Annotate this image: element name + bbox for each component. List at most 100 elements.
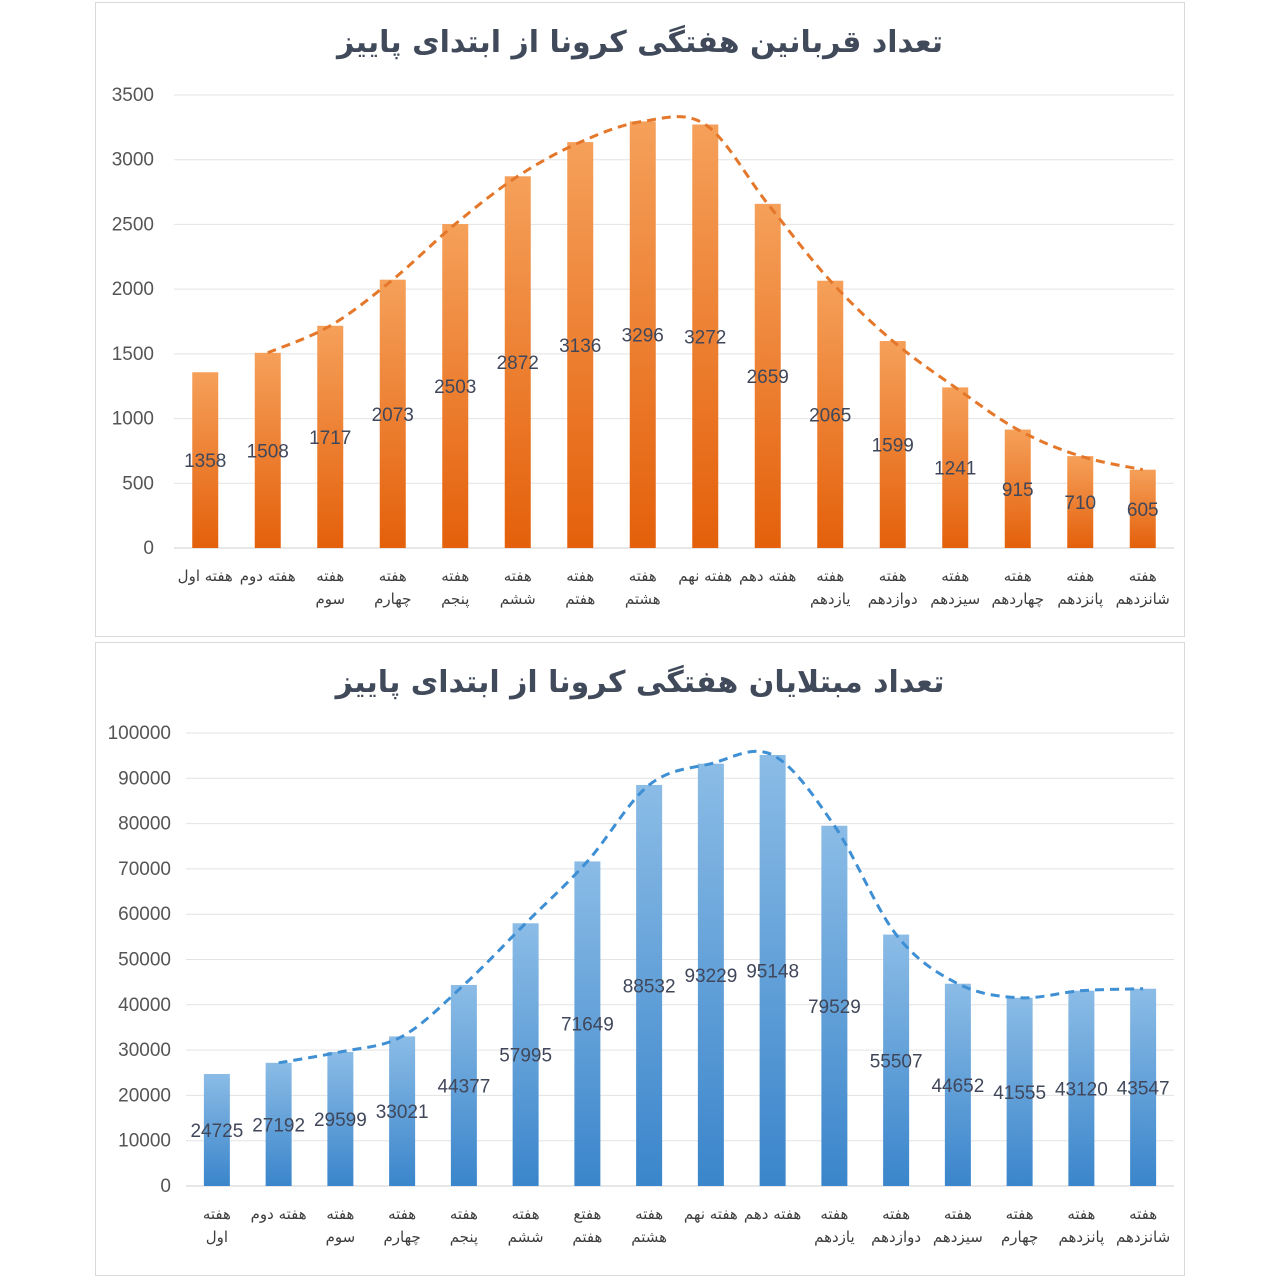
bar [192,372,219,548]
bar [265,1062,292,1186]
x-category-label: هفته سوم [315,567,345,608]
bar [1068,990,1095,1186]
bar [1067,456,1094,548]
data-label: 24725 [190,1121,243,1142]
x-category-label: هفته هفتم [565,567,595,608]
bar [879,341,906,548]
deaths-chart-panel: تعداد قربانین هفتگی کرونا از ابتدای پایی… [95,2,1185,637]
x-category-label: هفته ششم [508,1205,544,1246]
x-category-label: هفته یازدهم [814,1205,855,1246]
y-tick-label: 70000 [118,859,171,880]
bar [574,861,601,1186]
x-category-label: هفته نهم [678,567,732,585]
cases-bar-chart: 0 10000 20000 30000 40000 50000 60000 70000 8000… [108,723,1174,1247]
bar [1004,429,1031,548]
y-tick-label: 100000 [108,723,171,744]
data-label: 88532 [623,976,676,997]
y-tick-label: 500 [122,473,154,494]
x-category-label: هفته پنجم [441,567,469,609]
chart-title: تعداد مبتلایان هفتگی کرونا از ابتدای پای… [335,665,945,700]
data-label: 93229 [684,966,737,987]
bar [327,1051,354,1186]
x-category-label: هفته دوازدهم [871,1205,921,1246]
trendline [278,749,1144,1065]
x-category-label: هفته دوازدهم [868,567,918,608]
y-tick-label: 20000 [118,1085,171,1106]
x-category-label: هفته پنجم [450,1205,478,1247]
data-label: 44377 [437,1076,490,1097]
x-category-label: هفته ششم [500,567,536,608]
data-label: 2659 [747,367,789,388]
bar [512,923,539,1186]
data-label: 79529 [808,997,861,1018]
bar [821,825,848,1186]
bar [754,203,781,548]
data-label: 55507 [870,1051,923,1072]
y-tick-label: 0 [160,1176,171,1197]
data-label: 33021 [376,1102,429,1123]
data-label: 915 [1002,480,1034,501]
y-tick-label: 2000 [112,279,154,300]
bar [944,983,971,1186]
bar [692,124,719,549]
bar [203,1073,230,1186]
x-category-label: هفته پانزدهم [1058,1205,1104,1247]
bar [567,142,594,548]
data-label: 3272 [684,327,726,348]
bar [317,325,344,548]
y-tick-label: 50000 [118,950,171,971]
y-tick-label: 1500 [112,344,154,365]
data-label: 2065 [809,405,851,426]
data-label: 3296 [622,326,664,347]
x-category-label: هفته یازدهم [810,567,851,608]
data-label: 27192 [252,1115,305,1136]
x-category-label: هفته چهارم [383,1205,420,1246]
x-category-label: هفته شانزدهم [1116,1205,1170,1246]
trendline [267,115,1144,472]
y-tick-label: 1000 [112,409,154,430]
bar [1129,469,1156,548]
x-category-label: هفته اول [178,567,233,585]
data-label: 3136 [559,336,601,357]
y-tick-label: 2500 [112,214,154,235]
x-category-label: هفته دهم [739,567,796,585]
bar [504,176,531,549]
data-label: 71649 [561,1015,614,1036]
x-category-label: هفته سیزدهم [933,1205,983,1246]
x-category-label: هفته چهارم [1001,1205,1038,1246]
data-label: 29599 [314,1110,367,1131]
data-label: 57995 [499,1046,552,1067]
y-tick-label: 10000 [118,1131,171,1152]
x-category-label: هفته دوم [251,1205,307,1223]
chart-title: تعداد قربانین هفتگی کرونا از ابتدای پایی… [336,25,944,60]
x-category-label: هفته چهارم [374,567,411,608]
data-label: 1358 [184,451,226,472]
data-label: 1599 [872,436,914,457]
x-category-label: هفته شانزدهم [1116,567,1170,608]
bar [697,763,724,1186]
bar [450,984,477,1186]
data-label: 43120 [1055,1079,1108,1100]
bar [636,784,663,1186]
x-category-label: هفته هشتم [631,1205,667,1246]
bar [817,280,844,548]
x-category-label: هفته دهم [744,1205,801,1223]
y-tick-label: 80000 [118,814,171,835]
y-tick-label: 3000 [112,150,154,171]
x-category-label: هفته سوم [326,1205,356,1246]
bar [254,352,281,548]
bar [942,387,969,548]
x-category-label: هفته نهم [684,1205,738,1223]
x-category-label: هفته اول [203,1205,231,1246]
bar [629,121,656,548]
data-label: 41555 [993,1083,1046,1104]
data-label: 1241 [934,459,976,480]
y-tick-label: 0 [143,538,154,559]
data-label: 1508 [247,441,289,462]
data-label: 95148 [746,961,799,982]
x-category-label: هفته دوم [240,567,296,585]
data-label: 1717 [309,428,351,449]
data-label: 43547 [1117,1078,1170,1099]
deaths-bar-chart: 0 500 1000 1500 2000 2500 3000 3500 1358 1508 1717… [112,85,1174,609]
bar [442,224,469,548]
